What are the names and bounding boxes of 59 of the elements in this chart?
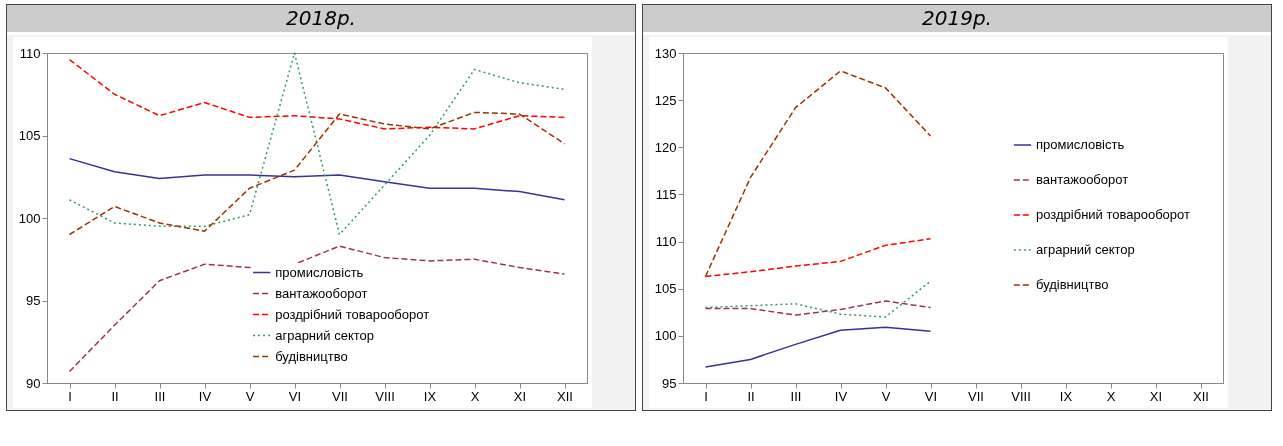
x-tick-label: VII <box>968 388 984 404</box>
x-tick-label: V <box>881 388 891 404</box>
line-series <box>68 111 566 236</box>
x-tick-label: VIII <box>1011 388 1031 404</box>
line-series <box>68 52 566 236</box>
y-tick-label: 105 <box>654 281 677 297</box>
x-tick-label: VII <box>332 388 348 404</box>
x-tick-label: XI <box>513 388 527 404</box>
y-tick-label: 125 <box>654 92 677 108</box>
x-tick-label: X <box>470 388 480 404</box>
x-tick-label: IX <box>1059 388 1073 404</box>
x-tick-label: I <box>704 388 708 404</box>
line-series <box>704 300 932 316</box>
y-tick-label: 100 <box>654 328 677 344</box>
legend-label: промисловість <box>1036 137 1125 152</box>
x-tick-label: III <box>154 388 166 404</box>
legend-label: будівництво <box>275 348 348 364</box>
line-series <box>704 237 932 278</box>
y-tick-label: 95 <box>662 375 677 391</box>
x-tick-label: XII <box>1193 388 1209 404</box>
line-series <box>68 58 566 130</box>
y-tick-label: 115 <box>655 186 677 202</box>
x-tick-label: XI <box>1149 388 1163 404</box>
line-series <box>704 326 932 368</box>
line-series <box>704 280 932 318</box>
legend-label: вантажооборот <box>275 285 368 301</box>
y-tick-label: 120 <box>654 139 677 155</box>
line-series <box>704 70 932 278</box>
x-tick-label: X <box>1106 388 1116 404</box>
legend-label: аграрний сектор <box>275 327 375 343</box>
legend-label: вантажооборот <box>1036 172 1129 187</box>
y-tick-label: 130 <box>654 45 677 61</box>
x-tick-label: IV <box>198 388 212 404</box>
x-tick-label: VI <box>924 388 938 404</box>
x-tick-label: XII <box>557 388 573 404</box>
y-tick-label: 95 <box>26 293 41 308</box>
x-tick-label: VIII <box>375 388 395 404</box>
y-tick-label: 90 <box>26 375 41 391</box>
y-tick-label: 110 <box>19 45 41 61</box>
x-tick-label: II <box>747 388 755 404</box>
y-tick-label: 100 <box>18 210 41 226</box>
legend-label: роздрібний товарооборот <box>1036 207 1191 222</box>
x-tick-label: V <box>245 388 255 404</box>
chart-title: 2019р. <box>643 5 1271 32</box>
legend-label: будівництво <box>1036 277 1109 292</box>
x-tick-label: I <box>68 388 72 404</box>
x-tick-label: IX <box>423 388 437 404</box>
y-tick-label: 105 <box>18 128 41 143</box>
x-tick-label: IV <box>834 388 848 404</box>
chart-title: 2018р. <box>7 5 635 32</box>
x-tick-label: II <box>111 388 119 404</box>
legend-label: промисловість <box>275 264 364 280</box>
x-tick-label: VI <box>288 388 302 404</box>
legend-label: роздрібний товарооборот <box>275 306 430 322</box>
x-tick-label: III <box>790 388 802 404</box>
y-tick-label: 110 <box>655 234 677 250</box>
line-series <box>68 157 566 201</box>
line-series <box>68 245 566 373</box>
legend-label: аграрний сектор <box>1036 242 1135 257</box>
